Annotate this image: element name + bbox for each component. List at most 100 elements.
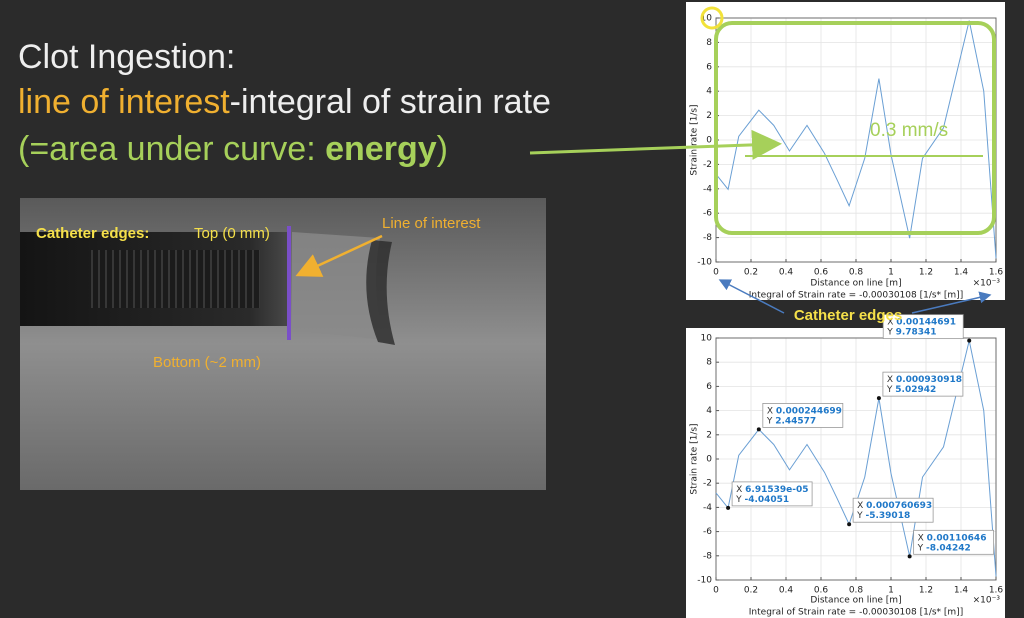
datatip-text: X 0.00110646: [918, 533, 987, 543]
x-tick-label: 1.4: [954, 268, 969, 278]
y-tick-label: -4: [703, 503, 712, 513]
datatip-text: Y -8.04242: [917, 543, 971, 553]
top-label: Top (0 mm): [194, 225, 270, 242]
datatip-text: Y 2.44577: [766, 416, 816, 426]
y-tick-label: 4: [706, 406, 712, 416]
x-axis-label: Distance on line [m]: [810, 279, 901, 289]
x-multiplier: ×10⁻³: [973, 596, 1001, 606]
datatip: [913, 529, 995, 555]
data-point: [847, 522, 852, 527]
x-tick-label: 0: [713, 268, 719, 278]
y-axis-label: Strain rate [1/s]: [690, 423, 700, 494]
datatip: [762, 403, 844, 428]
data-point: [726, 505, 731, 510]
x-tick-label: 1.6: [989, 586, 1004, 596]
datatip-text: Y 5.02942: [886, 385, 936, 395]
catheter-label: Catheter edges:: [36, 225, 149, 242]
x-tick-label: 0.6: [814, 586, 829, 596]
datatip-key: X: [736, 484, 742, 494]
datatip-value: 0.00110646: [927, 533, 987, 543]
x-multiplier: ×10⁻³: [973, 279, 1001, 289]
x-tick-label: 0.4: [779, 586, 794, 596]
datatip-text: X 0.000244699: [767, 406, 842, 416]
datatip-text: X 6.91539e-05: [736, 484, 808, 494]
bottom-label: Bottom (~2 mm): [153, 354, 261, 371]
data-point: [756, 427, 761, 432]
datatip-key: Y: [766, 416, 773, 426]
edge-arrow: [718, 279, 785, 314]
subtitle-rest: -integral of strain rate: [230, 83, 551, 121]
line3-end: ): [437, 130, 448, 168]
datatip-value: -4.04051: [744, 494, 789, 504]
line3-start: (=area under curve:: [18, 130, 325, 168]
y-tick-label: -10: [697, 258, 712, 268]
datatip-value: 9.78341: [896, 327, 937, 337]
datatip-text: X 0.000760693: [857, 501, 932, 511]
datatip: [882, 314, 964, 340]
x-tick-label: 1.2: [919, 268, 933, 278]
datatip-value: 0.00144691: [896, 317, 956, 327]
datatip-text: Y 9.78341: [886, 327, 936, 337]
y-tick-label: 10: [701, 14, 713, 24]
datatip-value: 0.000244699: [776, 406, 842, 416]
data-point: [907, 554, 912, 559]
catheter-edges-note: Catheter edges: [794, 307, 902, 324]
x-tick-label: 1.6: [989, 268, 1004, 278]
y-tick-label: 10: [701, 334, 713, 344]
y-tick-label: 6: [706, 382, 712, 392]
y-tick-label: 0: [706, 455, 712, 465]
y-tick-label: 8: [706, 38, 712, 48]
plot-frame: [715, 337, 997, 581]
y-tick-label: 2: [706, 430, 712, 440]
slide-title: Clot Ingestion:: [18, 38, 235, 76]
datatip-key: Y: [917, 543, 924, 553]
catheter-coil: [90, 250, 260, 308]
y-axis-label: Strain rate [1/s]: [690, 104, 700, 175]
x-tick-label: 1: [888, 268, 894, 278]
x-tick-label: 0.8: [849, 586, 864, 596]
datatip-key: X: [887, 317, 893, 327]
x-axis-label: Distance on line [m]: [810, 596, 901, 606]
line-chart: -10 -8 -6 -4 -2 0 2 4 6 8 10 0 0.2 0.4 0.6 0.8 1 1.2 1.4 1.…: [690, 314, 1004, 618]
y-tick-label: 4: [706, 87, 712, 97]
line3-bold: energy: [325, 130, 437, 168]
y-tick-label: 2: [706, 111, 712, 121]
clot-edge: [366, 240, 395, 345]
datatip-value: -8.04242: [926, 543, 971, 553]
ultrasound-image: Catheter edges: Top (0 mm) Line of inter…: [20, 198, 546, 490]
x-tick-label: 0.2: [744, 586, 758, 596]
datatip-key: X: [857, 501, 863, 511]
datatip-value: 2.44577: [775, 416, 816, 426]
line3: (=area under curve: energy): [18, 130, 448, 168]
y-tick-label: 8: [706, 358, 712, 368]
edge-arrow: [911, 291, 992, 314]
highlight-box: [714, 21, 996, 235]
x-tick-label: 1.2: [919, 586, 933, 596]
data-line: [715, 20, 997, 259]
x-tick-label: 0.2: [744, 268, 758, 278]
y-tick-label: -10: [697, 576, 712, 586]
datatip-text: Y -5.39018: [856, 511, 910, 521]
x-tick-label: 0.6: [814, 268, 829, 278]
footnote: Integral of Strain rate = -0.00030108 [1…: [749, 291, 963, 301]
y-tick-label: -4: [703, 184, 712, 194]
footnote: Integral of Strain rate = -0.00030108 [1…: [749, 608, 963, 618]
datatip-value: -5.39018: [865, 511, 910, 521]
loi-label: Line of interest: [382, 215, 481, 232]
datatip-key: Y: [856, 511, 863, 521]
y-tick-label: -6: [703, 527, 712, 537]
highlight-circle: [700, 6, 724, 30]
y-tick-label: -2: [703, 479, 712, 489]
datatip: [882, 371, 964, 397]
y-tick-label: -8: [703, 233, 712, 243]
loi-arrow: [295, 234, 383, 277]
datatip-value: 0.000760693: [866, 501, 932, 511]
datatip-value: 0.000930918: [896, 375, 962, 385]
x-tick-label: 1: [888, 586, 894, 596]
datatip-key: X: [767, 406, 773, 416]
datatip-text: Y -4.04051: [735, 494, 789, 504]
subtitle: line of interest-integral of strain rate: [18, 83, 551, 121]
datatip-key: Y: [735, 494, 742, 504]
